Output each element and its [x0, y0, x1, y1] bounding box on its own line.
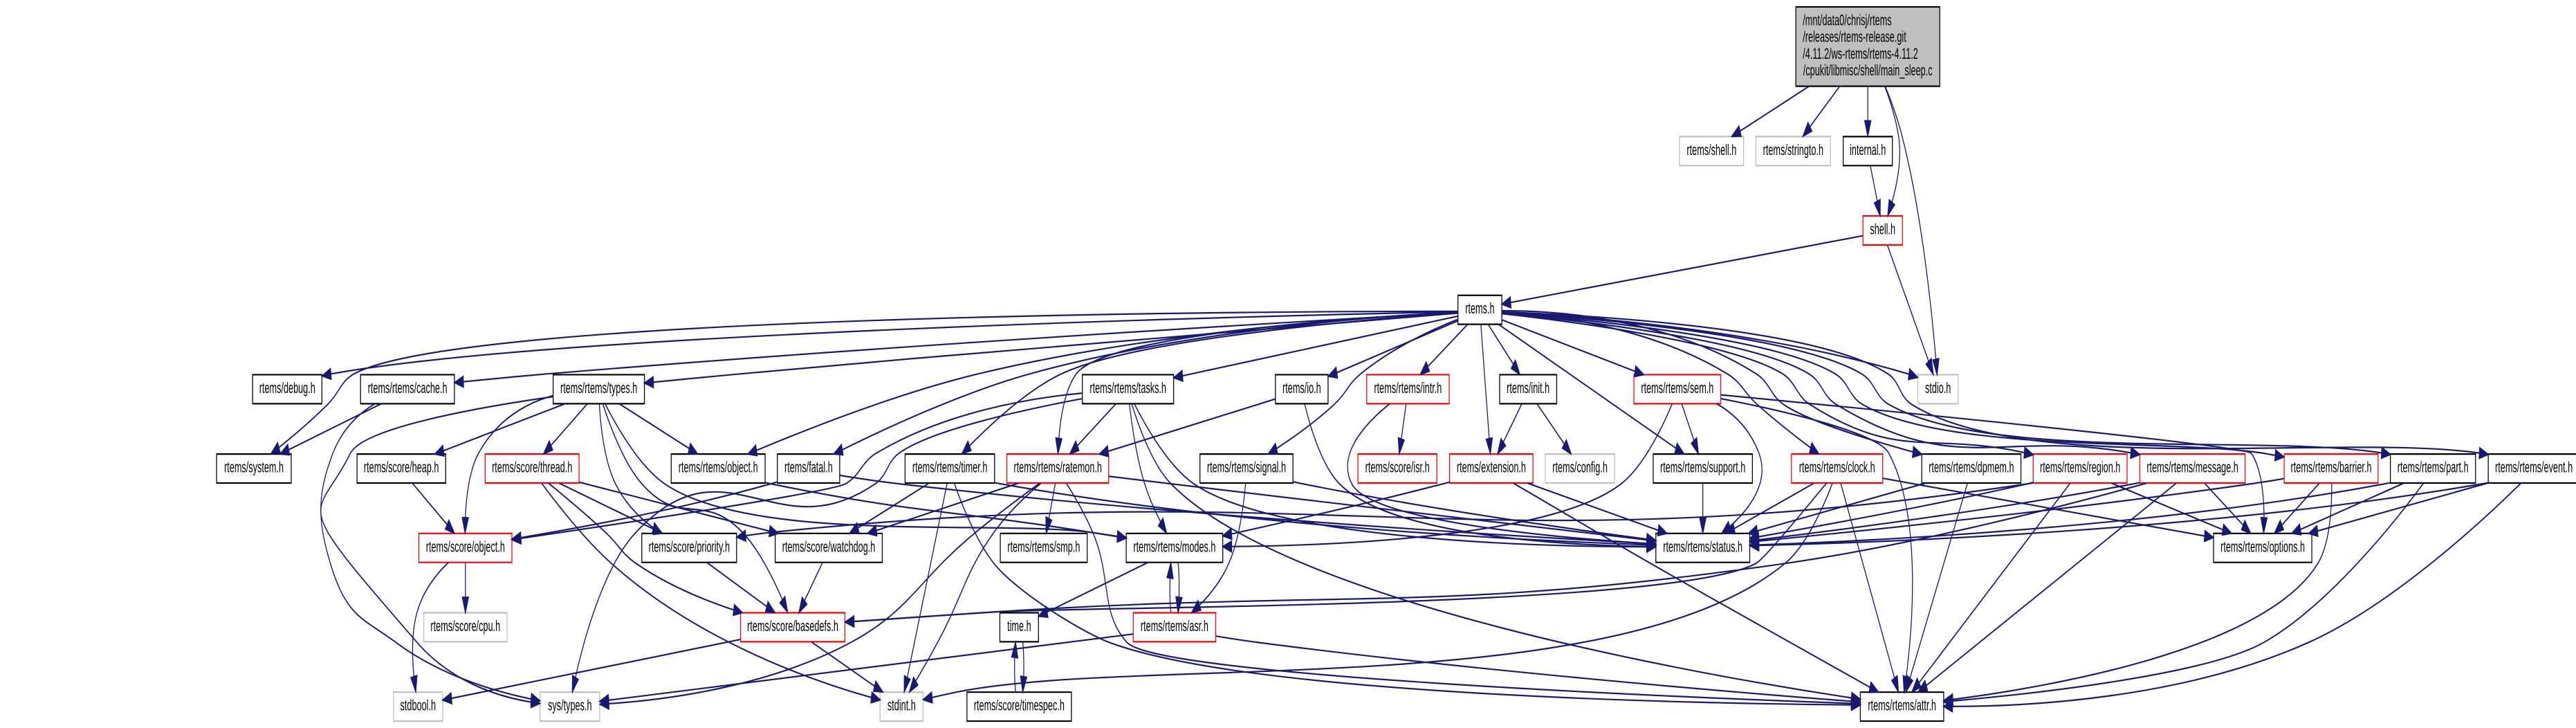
svg-text:rtems/score/thread.h: rtems/score/thread.h: [492, 459, 572, 476]
svg-text:rtems/rtems/event.h: rtems/rtems/event.h: [2495, 459, 2573, 476]
svg-text:shell.h: shell.h: [1870, 221, 1895, 238]
svg-text:rtems/rtems/intr.h: rtems/rtems/intr.h: [1374, 379, 1442, 397]
svg-text:rtems/rtems/timer.h: rtems/rtems/timer.h: [912, 459, 988, 476]
svg-text:rtems/score/timespec.h: rtems/score/timespec.h: [974, 697, 1065, 714]
svg-text:rtems/rtems/support.h: rtems/rtems/support.h: [1660, 459, 1745, 476]
svg-text:rtems/init.h: rtems/init.h: [1507, 379, 1549, 397]
svg-text:rtems/fatal.h: rtems/fatal.h: [784, 459, 833, 476]
svg-text:rtems/score/cpu.h: rtems/score/cpu.h: [430, 617, 500, 635]
svg-text:rtems/config.h: rtems/config.h: [1552, 459, 1608, 476]
svg-text:rtems/shell.h: rtems/shell.h: [1686, 141, 1736, 158]
svg-text:rtems/rtems/signal.h: rtems/rtems/signal.h: [1207, 459, 1286, 476]
svg-text:stdint.h: stdint.h: [887, 697, 916, 714]
svg-text:rtems/score/basedefs.h: rtems/score/basedefs.h: [747, 617, 838, 635]
svg-text:rtems/rtems/tasks.h: rtems/rtems/tasks.h: [1089, 379, 1166, 397]
svg-text:rtems/rtems/attr.h: rtems/rtems/attr.h: [1868, 697, 1936, 714]
svg-text:sys/types.h: sys/types.h: [548, 697, 591, 714]
svg-text:rtems/rtems/options.h: rtems/rtems/options.h: [2220, 538, 2305, 556]
svg-text:rtems/rtems/message.h: rtems/rtems/message.h: [2146, 459, 2238, 476]
svg-text:/4.11.2/ws-rtems/rtems-4.11.2: /4.11.2/ws-rtems/rtems-4.11.2: [1803, 45, 1918, 62]
svg-text:rtems/score/watchdog.h: rtems/score/watchdog.h: [782, 538, 876, 556]
svg-text:rtems/rtems/object.h: rtems/rtems/object.h: [679, 459, 758, 476]
svg-text:rtems/rtems/modes.h: rtems/rtems/modes.h: [1133, 538, 1215, 556]
svg-text:rtems/rtems/part.h: rtems/rtems/part.h: [2398, 459, 2469, 476]
svg-text:rtems/rtems/asr.h: rtems/rtems/asr.h: [1141, 617, 1208, 635]
svg-text:stdio.h: stdio.h: [1925, 379, 1951, 397]
svg-text:rtems/rtems/types.h: rtems/rtems/types.h: [560, 379, 637, 397]
svg-text:rtems.h: rtems.h: [1465, 300, 1494, 318]
svg-text:/cpukit/libmisc/shell/main_sle: /cpukit/libmisc/shell/main_sleep.c: [1803, 62, 1933, 80]
svg-text:rtems/rtems/region.h: rtems/rtems/region.h: [2040, 459, 2120, 476]
svg-text:rtems/rtems/barrier.h: rtems/rtems/barrier.h: [2291, 459, 2372, 476]
svg-text:rtems/score/isr.h: rtems/score/isr.h: [1365, 459, 1430, 476]
svg-text:time.h: time.h: [1007, 617, 1031, 635]
svg-text:rtems/rtems/status.h: rtems/rtems/status.h: [1663, 538, 1742, 556]
svg-text:rtems/stringto.h: rtems/stringto.h: [1763, 141, 1823, 158]
svg-text:rtems/rtems/clock.h: rtems/rtems/clock.h: [1799, 459, 1875, 476]
svg-text:rtems/score/object.h: rtems/score/object.h: [426, 538, 505, 556]
svg-text:rtems/rtems/sem.h: rtems/rtems/sem.h: [1641, 379, 1713, 397]
svg-text:rtems/rtems/ratemon.h: rtems/rtems/ratemon.h: [1013, 459, 1102, 476]
svg-text:/releases/rtems-release.git: /releases/rtems-release.git: [1803, 28, 1906, 46]
svg-text:rtems/system.h: rtems/system.h: [224, 459, 284, 476]
svg-text:rtems/rtems/smp.h: rtems/rtems/smp.h: [1007, 538, 1080, 556]
svg-text:rtems/extension.h: rtems/extension.h: [1457, 459, 1526, 476]
svg-text:rtems/score/priority.h: rtems/score/priority.h: [649, 538, 730, 556]
svg-text:internal.h: internal.h: [1850, 141, 1886, 158]
svg-text:rtems/debug.h: rtems/debug.h: [259, 379, 315, 397]
svg-text:rtems/score/heap.h: rtems/score/heap.h: [364, 459, 439, 476]
svg-text:stdbool.h: stdbool.h: [401, 697, 436, 714]
svg-text:rtems/rtems/cache.h: rtems/rtems/cache.h: [368, 379, 448, 397]
svg-text:rtems/io.h: rtems/io.h: [1282, 379, 1321, 397]
svg-text:/mnt/data0/chrisj/rtems: /mnt/data0/chrisj/rtems: [1803, 12, 1891, 29]
svg-text:rtems/rtems/dpmem.h: rtems/rtems/dpmem.h: [1929, 459, 2014, 476]
